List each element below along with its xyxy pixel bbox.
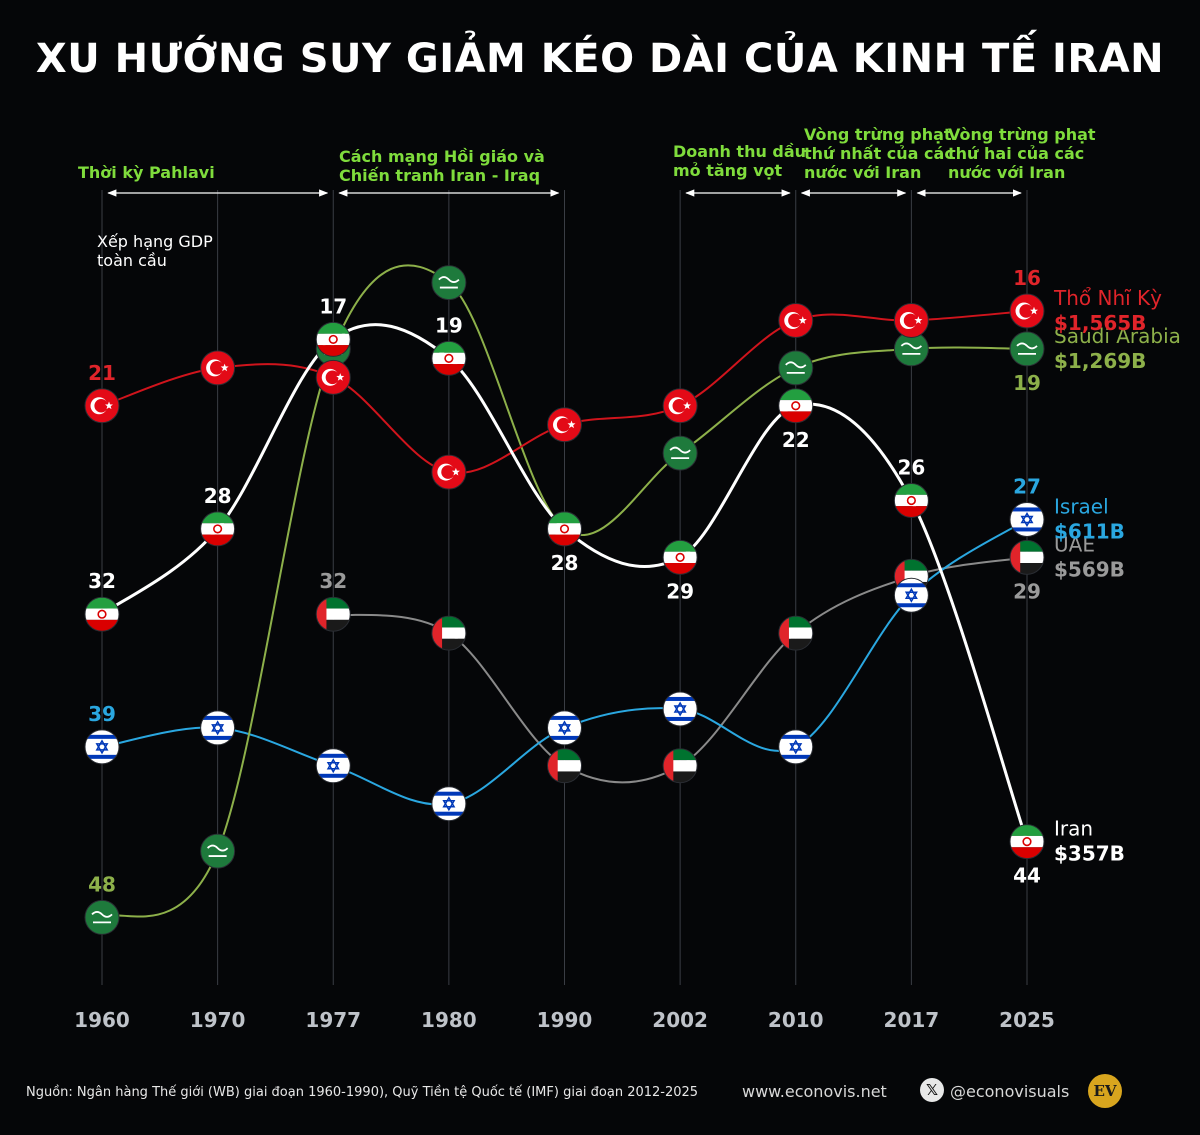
y-axis-label: Xếp hạng GDP toàn cầu: [97, 232, 213, 270]
flag-uae-2025: [1009, 539, 1045, 575]
flag-iran-2002: [662, 539, 698, 575]
value-label: 48: [88, 872, 116, 896]
end-label-name: Iran: [1054, 817, 1093, 841]
flag-uae-1980: [431, 615, 467, 651]
value-label: 29: [666, 579, 694, 603]
flag-turkey-1990: [547, 407, 582, 443]
flag-saudi-2002: [662, 435, 698, 471]
period-label-sanctions-2: Vòng trừng phạt thứ hai của các nước với…: [948, 125, 1096, 182]
value-label: 19: [1013, 371, 1041, 395]
x-handle-link[interactable]: @econovisuals: [950, 1082, 1070, 1101]
value-label: 39: [88, 702, 116, 726]
end-label-name: Thổ Nhĩ Kỳ: [1053, 286, 1162, 310]
value-label: 28: [204, 484, 232, 508]
value-label: 19: [435, 313, 463, 337]
x-tick-label: 1990: [537, 1008, 593, 1032]
flag-israel-1977: [315, 748, 351, 784]
value-label: 17: [319, 294, 347, 318]
value-label: 21: [88, 361, 116, 385]
flag-iran-2010: [778, 388, 814, 424]
flag-saudi-1960: [84, 899, 120, 935]
flag-israel-1990: [547, 710, 582, 746]
flag-israel-2025: [1009, 501, 1045, 537]
flag-iran-1977: [315, 321, 351, 357]
end-label-value: $569B: [1054, 557, 1125, 581]
x-tick-label: 2017: [884, 1008, 940, 1032]
flag-turkey-1970: [200, 350, 236, 386]
flag-turkey-2010: [778, 302, 814, 338]
flag-israel-2002: [662, 691, 698, 727]
value-label: 27: [1013, 474, 1041, 498]
flag-saudi-1980: [431, 265, 467, 301]
flag-iran-2025: [1009, 824, 1045, 860]
value-label: 32: [319, 569, 347, 593]
value-label: 22: [782, 428, 810, 452]
flag-uae-2010: [778, 615, 814, 651]
x-tick-label: 1960: [74, 1008, 130, 1032]
end-label-value: $1,565B: [1054, 311, 1146, 335]
series-line-saudi: [101, 264, 1028, 919]
website-link[interactable]: www.econovis.net: [742, 1082, 887, 1101]
flag-uae-1977: [315, 596, 351, 632]
x-tick-label: 2002: [652, 1008, 708, 1032]
flag-turkey-1960: [84, 388, 120, 424]
flag-saudi-1970: [200, 833, 236, 869]
value-label: 28: [551, 551, 579, 575]
flag-iran-1980: [431, 340, 467, 376]
value-label: 44: [1013, 864, 1041, 888]
period-label-sanctions-1: Vòng trừng phạt thứ nhất của các nước vớ…: [804, 125, 954, 182]
end-label-name: Israel: [1054, 494, 1109, 518]
end-label-name: UAE: [1054, 532, 1095, 556]
flag-turkey-1980: [431, 454, 467, 490]
x-tick-label: 2010: [768, 1008, 824, 1032]
period-label-oil: Doanh thu dầu mỏ tăng vọt: [673, 142, 807, 180]
value-label: 32: [88, 569, 116, 593]
x-tick-label: 1970: [190, 1008, 246, 1032]
x-tick-label: 2025: [999, 1008, 1055, 1032]
flag-turkey-2017: [893, 302, 929, 338]
x-logo-icon: 𝕏: [920, 1078, 944, 1102]
value-label: 29: [1013, 579, 1041, 603]
flag-saudi-2025: [1009, 331, 1045, 367]
flag-saudi-2010: [778, 350, 814, 386]
flag-israel-1970: [200, 710, 236, 746]
value-label: 26: [897, 456, 925, 480]
flag-iran-1990: [547, 511, 582, 547]
period-label-pahlavi: Thời kỳ Pahlavi: [78, 163, 215, 182]
flag-israel-1980: [431, 786, 467, 822]
x-tick-label: 1977: [305, 1008, 361, 1032]
page-title: XU HƯỚNG SUY GIẢM KÉO DÀI CỦA KINH TẾ IR…: [35, 36, 1165, 82]
value-label: 16: [1013, 266, 1041, 290]
flag-uae-2002: [662, 748, 698, 784]
flag-uae-1990: [547, 748, 582, 784]
period-label-revolution: Cách mạng Hồi giáo và Chiến tranh Iran -…: [339, 147, 545, 185]
flag-iran-1970: [200, 511, 236, 547]
x-tick-label: 1980: [421, 1008, 477, 1032]
flag-iran-1960: [84, 596, 120, 632]
flag-israel-1960: [84, 729, 120, 765]
flag-israel-2017: [893, 577, 929, 613]
end-label-value: $1,269B: [1054, 349, 1146, 373]
flag-turkey-2025: [1009, 293, 1045, 329]
flag-turkey-1977: [315, 359, 351, 395]
flag-israel-2010: [778, 729, 814, 765]
flag-iran-2017: [893, 483, 929, 518]
econovis-logo-icon: EV: [1088, 1074, 1122, 1108]
end-label-name: Saudi Arabia: [1054, 324, 1181, 348]
flag-turkey-2002: [662, 388, 698, 424]
source-note: Nguồn: Ngân hàng Thế giới (WB) giai đoạn…: [26, 1085, 699, 1100]
end-label-value: $357B: [1054, 842, 1125, 866]
end-label-value: $611B: [1054, 519, 1125, 543]
